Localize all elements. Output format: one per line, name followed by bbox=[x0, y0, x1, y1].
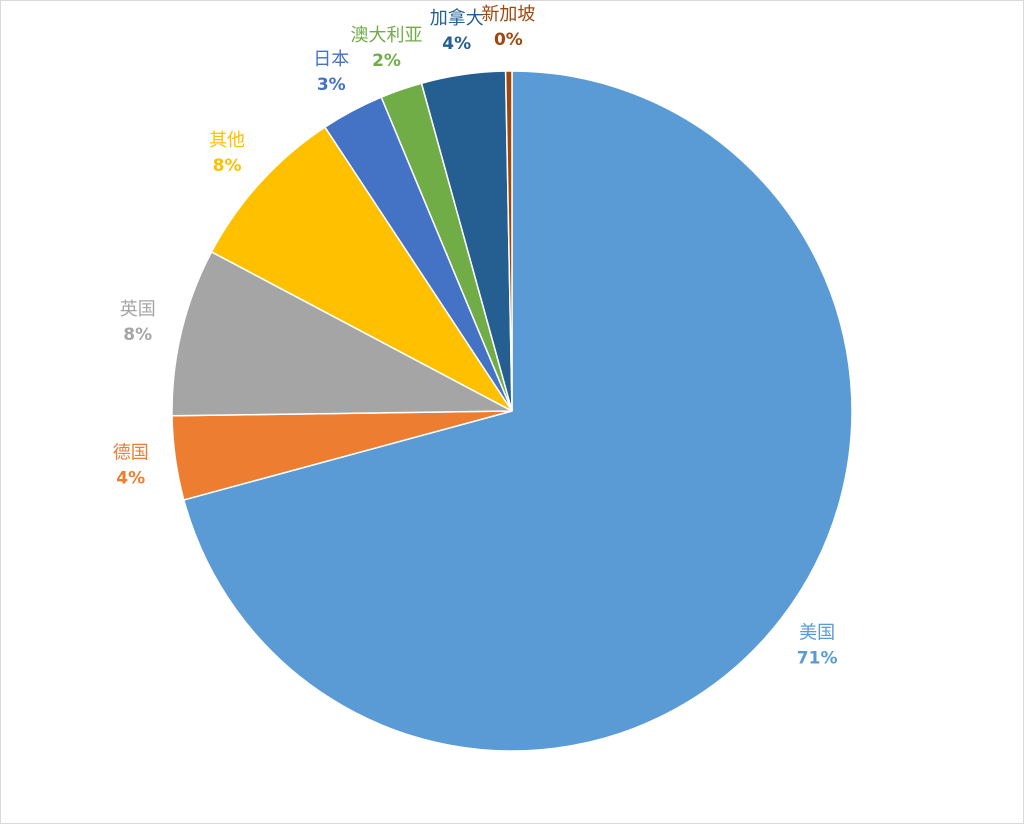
slice-value-label: 4% bbox=[442, 34, 471, 54]
slice-value-label: 0% bbox=[494, 30, 523, 50]
slice-value-label: 4% bbox=[116, 468, 145, 488]
slice-label: 日本 bbox=[313, 49, 349, 70]
pie-slice bbox=[182, 70, 853, 752]
slice-label: 加拿大 bbox=[430, 7, 484, 29]
slice-label: 英国 bbox=[120, 299, 156, 320]
slice-value-label: 2% bbox=[372, 51, 401, 71]
slice-value-label: 8% bbox=[213, 156, 242, 176]
slice-label: 澳大利亚 bbox=[351, 25, 423, 46]
slice-label: 其他 bbox=[209, 130, 245, 151]
slice-label: 德国 bbox=[113, 442, 149, 463]
pie-slice bbox=[171, 250, 513, 417]
pie-slice bbox=[210, 126, 513, 412]
slice-value-label: 3% bbox=[317, 75, 346, 95]
slice-value-label: 8% bbox=[123, 325, 152, 345]
slice-label: 新加坡 bbox=[481, 4, 535, 25]
pie-slice bbox=[504, 70, 513, 412]
slice-value-label: 71% bbox=[797, 648, 838, 668]
slice-label: 美国 bbox=[799, 622, 835, 643]
